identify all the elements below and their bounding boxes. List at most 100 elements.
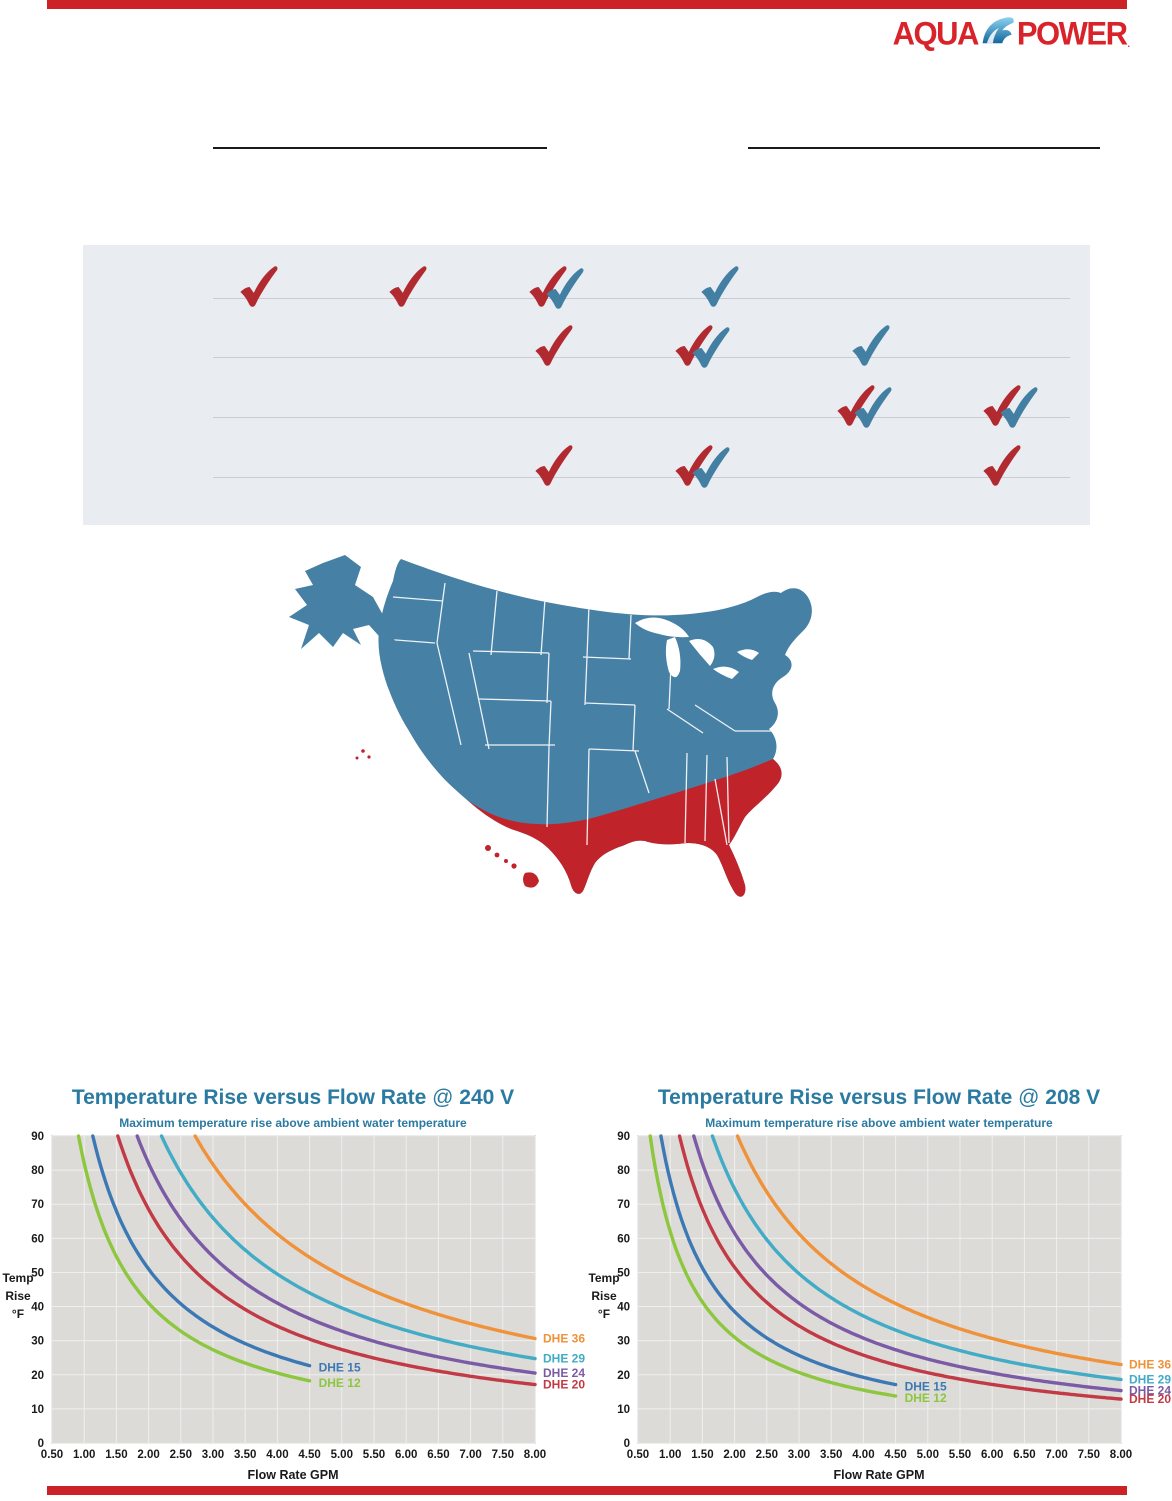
x-tick-label: 2.50 [756,1449,778,1461]
x-tick-label: 6.00 [395,1449,417,1461]
x-tick-label: 6.50 [427,1449,449,1461]
series-label: DHE 12 [905,1391,947,1405]
bottom-accent-bar [47,1486,1127,1495]
series-curve [677,1134,1123,1401]
y-tick-label: 0 [38,1438,44,1450]
double-check-icon [672,323,714,369]
table-row-line-1 [213,298,1070,299]
red-check-icon [532,323,574,369]
y-axis-label: Rise [5,1289,31,1303]
x-tick-label: 4.50 [884,1449,906,1461]
double-check-icon [997,385,1039,431]
map-alaska [289,555,395,649]
top-accent-bar [47,0,1127,9]
x-tick-label: 2.00 [137,1449,159,1461]
x-tick-label: 5.00 [331,1449,353,1461]
series-label: DHE 36 [543,1332,585,1346]
double-check-icon [543,266,585,312]
y-tick-label: 60 [31,1233,44,1245]
series-curve [135,1134,537,1375]
blue-check-icon [849,323,891,369]
y-tick-label: 40 [31,1302,44,1314]
series-curve [116,1134,537,1387]
x-tick-label: 7.50 [1078,1449,1100,1461]
series-label: DHE 36 [1129,1358,1171,1372]
double-check-icon [526,264,568,310]
blue-check-icon [698,264,740,310]
series-label: DHE 20 [543,1378,585,1392]
series-label: DHE 15 [905,1380,947,1394]
y-axis-label: °F [12,1307,24,1321]
chart-240v: Temperature Rise versus Flow Rate @ 240 … [0,1080,586,1496]
x-tick-label: 8.00 [524,1449,546,1461]
brand-logo: AQUA POWER . [862,13,1130,53]
red-check-icon [532,443,574,489]
x-tick-label: 5.50 [363,1449,385,1461]
red-check-icon [386,264,428,310]
x-tick-label: 3.50 [234,1449,256,1461]
table-row-line-3 [213,417,1070,418]
chart-208v: Temperature Rise versus Flow Rate @ 208 … [586,1080,1172,1496]
x-tick-label: 0.50 [627,1449,649,1461]
x-tick-label: 1.50 [105,1449,127,1461]
y-tick-label: 10 [31,1404,44,1416]
y-axis-label: Temp [588,1271,619,1285]
us-climate-map [283,545,863,905]
logo-registered-mark: . [1127,39,1130,49]
series-label: DHE 12 [319,1376,361,1390]
x-tick-label: 6.50 [1013,1449,1035,1461]
y-tick-label: 10 [617,1404,630,1416]
x-tick-label: 2.50 [170,1449,192,1461]
y-tick-label: 80 [617,1165,630,1177]
y-tick-label: 90 [31,1131,44,1143]
double-check-icon [689,445,731,491]
series-label: DHE 24 [1129,1384,1171,1398]
x-tick-label: 4.50 [298,1449,320,1461]
x-tick-label: 1.00 [73,1449,95,1461]
series-label: DHE 29 [1129,1372,1171,1386]
y-axis-label: Rise [591,1289,617,1303]
series-curve [659,1134,898,1387]
state-borders [382,582,771,846]
y-tick-label: 70 [31,1199,44,1211]
y-tick-label: 70 [617,1199,630,1211]
series-curve [159,1134,537,1361]
y-tick-label: 40 [617,1302,630,1314]
x-tick-label: 3.50 [820,1449,842,1461]
double-check-icon [851,385,893,431]
x-tick-label: 8.00 [1110,1449,1132,1461]
series-curve [710,1134,1123,1382]
logo-text-aqua: AQUA [892,14,980,52]
chart-subtitle: Maximum temperature rise above ambient w… [705,1116,1053,1130]
x-tick-label: 7.00 [459,1449,481,1461]
x-tick-label: 3.00 [202,1449,224,1461]
double-check-icon [980,383,1022,429]
y-axis-label: Temp [2,1271,33,1285]
y-tick-label: 60 [617,1233,630,1245]
table-row-line-4 [213,477,1070,478]
series-label: DHE 24 [543,1366,585,1380]
red-check-icon [237,264,279,310]
y-tick-label: 0 [624,1438,630,1450]
x-tick-label: 7.50 [492,1449,514,1461]
wave-icon [980,15,1016,49]
x-axis-label: Flow Rate GPM [248,1468,339,1482]
chart-subtitle: Maximum temperature rise above ambient w… [119,1116,467,1130]
x-tick-label: 4.00 [852,1449,874,1461]
y-tick-label: 90 [617,1131,630,1143]
y-tick-label: 30 [617,1336,630,1348]
series-label: DHE 29 [543,1352,585,1366]
y-tick-label: 50 [31,1267,44,1279]
x-tick-label: 3.00 [788,1449,810,1461]
y-tick-label: 20 [31,1370,44,1382]
x-tick-label: 2.00 [723,1449,745,1461]
double-check-icon [672,443,714,489]
x-tick-label: 5.50 [949,1449,971,1461]
x-tick-label: 1.00 [659,1449,681,1461]
header-rule-left [213,147,547,149]
x-tick-label: 5.00 [917,1449,939,1461]
y-tick-label: 30 [31,1336,44,1348]
series-label: DHE 15 [319,1361,361,1375]
table-row-line-2 [213,357,1070,358]
great-lakes [635,617,759,679]
